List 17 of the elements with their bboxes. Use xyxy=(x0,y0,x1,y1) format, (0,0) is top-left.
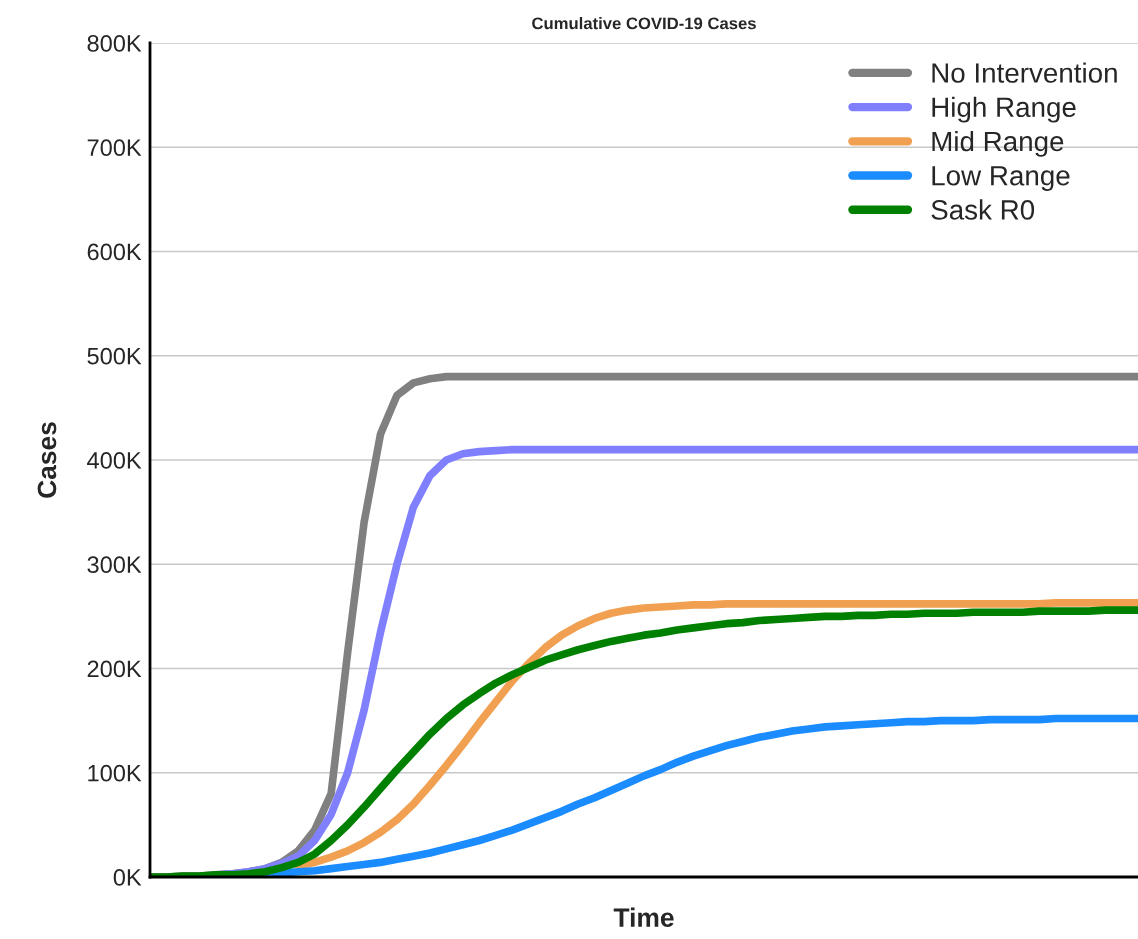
legend-label: Low Range xyxy=(932,166,1070,192)
y-tick-label: 400K xyxy=(87,452,142,469)
x-axis-title: Time xyxy=(613,907,674,927)
y-tick-label: 600K xyxy=(87,243,142,261)
y-tick-label: 0K xyxy=(113,869,142,886)
legend-label: Sask R0 xyxy=(931,199,1035,220)
chart-title: Cumulative COVID-19 Cases xyxy=(532,17,756,30)
y-axis-title: Cases xyxy=(37,422,57,498)
legend-label: High Range xyxy=(932,96,1076,123)
y-tick-label: 700K xyxy=(87,139,142,157)
y-tick-label: 800K xyxy=(87,35,142,52)
y-tick-label: 300K xyxy=(87,556,142,574)
y-tick-label: 500K xyxy=(87,347,142,365)
legend-label: Mid Range xyxy=(932,130,1064,157)
y-tick-label: 200K xyxy=(87,660,142,678)
y-tick-label: 100K xyxy=(88,764,142,782)
legend-label: No Intervention xyxy=(932,62,1117,83)
